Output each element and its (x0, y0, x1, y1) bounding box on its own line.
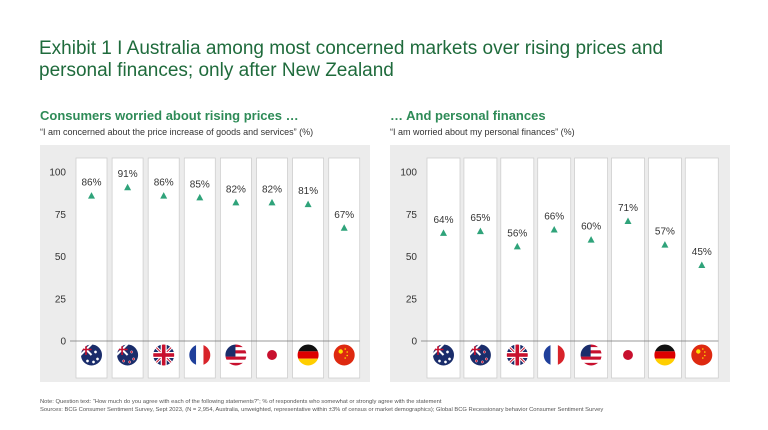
flag-uk-icon (152, 344, 175, 366)
data-label: 60% (581, 222, 601, 233)
left-chart-panel: 100 75 50 25 0 86% 91% 86% 85% 82% 82% 81% 67% (40, 145, 370, 382)
flag-cn-icon (690, 344, 713, 366)
y-tick-label: 25 (55, 294, 67, 305)
data-label: 86% (81, 178, 101, 189)
footnotes: Note: Question text: “How much do you ag… (40, 399, 740, 414)
flag-group (224, 343, 248, 367)
data-point-marker (340, 224, 348, 231)
data-label: 64% (433, 215, 453, 226)
flag-de-icon (297, 344, 320, 366)
flag-cn-icon (333, 344, 356, 366)
flag-de-icon (653, 344, 676, 366)
data-point-marker (661, 241, 669, 248)
y-tick-label: 100 (400, 168, 417, 179)
flag-group (468, 343, 492, 367)
footnote-question: Note: Question text: “How much do you ag… (40, 399, 442, 405)
y-tick-label: 75 (55, 210, 67, 221)
y-tick-label: 75 (406, 210, 418, 221)
data-label: 67% (334, 210, 354, 221)
flag-group (432, 343, 455, 367)
flag-group (579, 343, 603, 367)
y-tick-label: 50 (406, 252, 418, 263)
data-point-marker (513, 242, 521, 250)
left-chart-subtitle: “I am concerned about the price increase… (40, 127, 314, 137)
data-point-marker (624, 217, 632, 225)
data-label: 85% (190, 179, 210, 190)
data-point-marker (476, 227, 484, 235)
flag-jp-icon (617, 344, 639, 366)
data-point-marker (550, 225, 558, 233)
flag-au-icon (80, 344, 103, 366)
right-chart: 100 75 50 25 0 64% 65% 56% 66% 60% 71% 57% 45% (400, 157, 719, 379)
data-label: 86% (154, 178, 174, 189)
data-label: 82% (226, 184, 246, 195)
data-label: 45% (692, 247, 712, 258)
flag-fr-icon (543, 344, 566, 366)
flag-jp-icon (261, 344, 283, 366)
flag-fr-icon (188, 344, 211, 366)
data-point-marker (268, 198, 276, 206)
left-chart: 100 75 50 25 0 86% 91% 86% 85% 82% 82% 81% 67% (49, 157, 361, 379)
data-point-marker (124, 183, 132, 191)
flag-uk-icon (506, 344, 529, 366)
flag-group (260, 343, 284, 367)
left-chart-title: Consumers worried about rising prices … (40, 108, 299, 123)
right-chart-title: … And personal finances (390, 108, 546, 123)
data-point-marker (587, 236, 595, 243)
data-label: 56% (507, 228, 527, 239)
data-label: 81% (298, 186, 318, 197)
y-tick-label: 0 (411, 337, 417, 348)
data-label: 82% (262, 184, 282, 195)
exhibit-title: Exhibit 1 I Australia among most concern… (39, 38, 664, 81)
data-point-marker (88, 192, 95, 199)
y-tick-label: 100 (49, 168, 66, 179)
flag-us-icon (224, 344, 247, 366)
data-point-marker (160, 192, 168, 199)
data-label: 91% (118, 169, 138, 180)
data-point-marker (440, 229, 447, 236)
right-chart-subtitle: “I am worried about my personal finances… (390, 127, 575, 137)
data-label: 57% (655, 227, 675, 238)
flag-group (505, 343, 529, 367)
flag-us-icon (580, 344, 603, 366)
y-tick-label: 0 (60, 337, 66, 348)
flag-group (296, 343, 320, 367)
data-label: 66% (544, 211, 564, 222)
flag-group (616, 343, 640, 367)
flag-group (152, 343, 176, 367)
flag-group (188, 343, 212, 367)
flag-group (690, 343, 714, 367)
data-point-marker (304, 200, 312, 208)
data-point-marker (698, 261, 706, 268)
y-tick-label: 50 (55, 252, 67, 263)
flag-group (80, 343, 103, 367)
data-point-marker (232, 198, 240, 206)
flag-group (653, 343, 677, 367)
flag-group (332, 343, 356, 367)
footnote-sources: Sources: BCG Consumer Sentiment Survey, … (40, 406, 604, 413)
data-point-marker (196, 193, 204, 201)
data-label: 65% (470, 213, 490, 224)
flag-group (116, 343, 140, 367)
right-chart-panel: 100 75 50 25 0 64% 65% 56% 66% 60% 71% 57% 45% (390, 145, 730, 382)
data-label: 71% (618, 203, 638, 214)
flag-group (542, 343, 566, 367)
flag-nz-icon (116, 344, 139, 366)
y-tick-label: 25 (406, 294, 418, 305)
